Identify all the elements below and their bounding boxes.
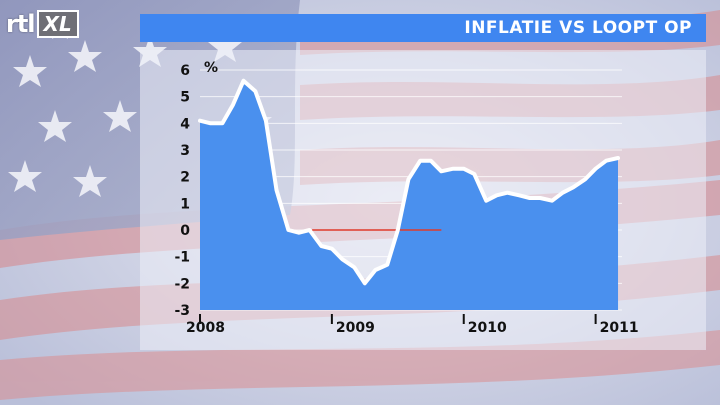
y-axis-ticks: 6 5 4 3 2 1 0 -1 -2 -3	[174, 63, 190, 319]
x-axis-ticks: 2008 2009 2010 2011	[186, 314, 639, 336]
y-tick-label-6: 0	[180, 223, 190, 239]
channel-logo: rtl XL	[6, 8, 79, 40]
y-tick-label-3: 3	[180, 143, 190, 159]
x-tick-label-0: 2008	[186, 320, 225, 336]
y-tick-label-2: 4	[180, 116, 190, 132]
title-bar: INFLATIE VS LOOPT OP	[140, 14, 706, 42]
y-tick-label-0: 6	[180, 63, 190, 79]
y-tick-label-5: 1	[180, 196, 190, 212]
inflation-line	[198, 78, 620, 286]
logo-rtl-text: rtl	[6, 10, 36, 38]
x-tick-label-2: 2010	[468, 320, 507, 336]
chart-title: INFLATIE VS LOOPT OP	[464, 18, 692, 38]
y-axis-unit-label: %	[204, 60, 218, 76]
y-tick-label-7: -1	[174, 250, 190, 266]
y-tick-label-1: 5	[180, 90, 190, 106]
y-tick-label-9: -3	[174, 303, 190, 319]
logo-xl-text: XL	[36, 10, 79, 38]
x-tick-label-1: 2009	[336, 320, 375, 336]
inflation-area	[200, 80, 619, 310]
y-tick-label-8: -2	[174, 276, 190, 292]
y-tick-label-4: 2	[180, 170, 190, 186]
x-tick-label-3: 2011	[600, 320, 639, 336]
